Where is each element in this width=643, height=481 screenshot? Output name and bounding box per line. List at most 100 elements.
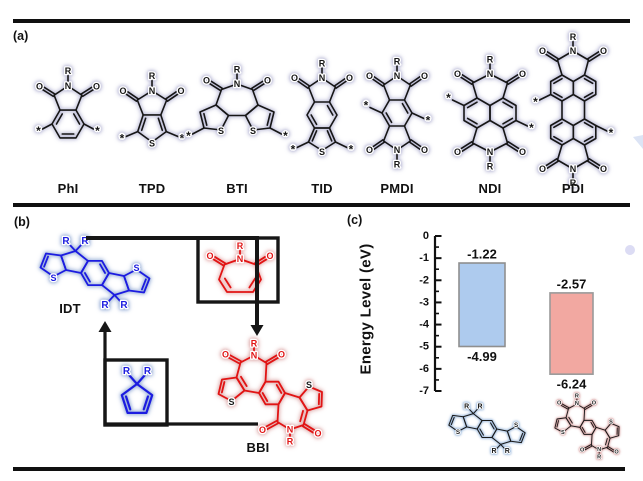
svg-text:O: O	[600, 164, 607, 174]
svg-text:N: N	[251, 351, 258, 361]
svg-text:R: R	[394, 160, 401, 170]
svg-text:S: S	[133, 263, 139, 273]
svg-text:R: R	[464, 403, 469, 410]
svg-text:O: O	[592, 400, 597, 406]
svg-text:*: *	[186, 129, 191, 143]
svg-text:O: O	[614, 449, 619, 455]
monomer-name-pdi: PDI	[561, 181, 585, 196]
scheme-arrows	[86, 236, 280, 427]
svg-text:O: O	[454, 69, 461, 79]
svg-text:R: R	[251, 339, 258, 349]
y-tick-label: -6	[419, 363, 429, 375]
energy-bar-bbi: -2.57 -6.24	[549, 275, 594, 393]
svg-text:O: O	[366, 145, 373, 155]
svg-text:R: R	[487, 162, 494, 172]
reagent-box-imide	[196, 236, 280, 304]
svg-text:R: R	[570, 178, 577, 188]
svg-text:O: O	[278, 350, 285, 360]
middle-rule	[13, 203, 630, 207]
arrowhead-up-icon	[98, 321, 112, 332]
svg-text:S: S	[50, 273, 56, 283]
svg-text:O: O	[600, 46, 607, 56]
svg-text:N: N	[234, 79, 241, 89]
svg-text:S: S	[228, 397, 234, 407]
svg-text:O: O	[580, 447, 585, 453]
energy-bar-idt: -1.22 -4.99	[458, 245, 506, 365]
top-rule	[13, 19, 630, 23]
svg-text:R: R	[394, 57, 401, 67]
bar-top-value: -2.57	[557, 276, 587, 291]
svg-text:O: O	[539, 164, 546, 174]
svg-text:S: S	[514, 422, 518, 429]
svg-text:*: *	[180, 132, 185, 146]
svg-text:R: R	[477, 403, 482, 410]
svg-text:O: O	[177, 86, 184, 96]
svg-text:O: O	[259, 425, 266, 435]
svg-text:S: S	[456, 429, 460, 436]
svg-text:R: R	[491, 448, 496, 455]
svg-text:O: O	[519, 69, 526, 79]
y-tick-label: -1	[419, 252, 429, 264]
svg-text:*: *	[120, 132, 125, 146]
svg-text:R: R	[234, 65, 241, 75]
svg-text:N: N	[487, 147, 494, 157]
svg-text:O: O	[203, 76, 210, 86]
svg-text:N: N	[394, 145, 401, 155]
panel-b-label: (b)	[14, 215, 30, 229]
svg-text:N: N	[570, 164, 577, 174]
panel-c-label: (c)	[347, 213, 363, 227]
monomer-name-tpd: TPD	[138, 181, 166, 196]
svg-text:N: N	[287, 425, 294, 435]
reagent-box-cyclopentadiene	[103, 358, 169, 427]
svg-text:O: O	[266, 251, 273, 261]
molecule-tpd: S NR O O * *	[118, 70, 186, 150]
svg-text:S: S	[319, 147, 325, 157]
svg-text:*: *	[283, 129, 288, 143]
svg-text:*: *	[95, 124, 100, 138]
bar-top-value: -1.22	[467, 247, 497, 262]
y-tick-label: -4	[419, 319, 430, 331]
svg-text:*: *	[609, 126, 614, 140]
chart-axis: 0 -1 -2 -3 -4 -5 -6 -7	[418, 229, 442, 398]
svg-text:*: *	[36, 124, 41, 138]
svg-text:R: R	[487, 55, 494, 65]
bar-bottom-value: -6.24	[557, 377, 587, 392]
svg-text:O: O	[421, 145, 428, 155]
bar-bottom-value: -4.99	[467, 349, 497, 364]
artifact-blob	[625, 245, 635, 255]
svg-text:O: O	[291, 73, 298, 83]
svg-text:R: R	[287, 437, 294, 447]
svg-text:N: N	[149, 86, 156, 96]
bar-rect	[549, 292, 594, 375]
artifact-mark	[633, 135, 643, 149]
monomer-name-phi: PhI	[57, 181, 79, 196]
svg-text:*: *	[426, 114, 431, 128]
molecule-phi: NR O O * *	[35, 65, 102, 140]
arrow-idt-to-bbi	[86, 236, 259, 326]
svg-text:O: O	[36, 82, 43, 92]
svg-text:*: *	[533, 95, 538, 109]
svg-text:O: O	[454, 147, 461, 157]
svg-text:R: R	[101, 300, 109, 311]
svg-text:R: R	[319, 59, 326, 69]
y-tick-label: 0	[423, 230, 429, 242]
svg-text:N: N	[575, 401, 579, 407]
svg-text:R: R	[81, 236, 89, 247]
svg-text:N: N	[394, 71, 401, 81]
svg-text:R: R	[62, 236, 70, 247]
panel-a-label: (a)	[13, 29, 29, 43]
bar-rect	[458, 262, 506, 348]
svg-text:*: *	[529, 121, 534, 135]
svg-text:R: R	[570, 32, 577, 42]
svg-text:S: S	[561, 430, 565, 436]
molecule-tid: NR O O S * *	[289, 57, 355, 158]
svg-text:R: R	[65, 66, 72, 76]
monomer-name-bti: BTI	[226, 181, 248, 196]
